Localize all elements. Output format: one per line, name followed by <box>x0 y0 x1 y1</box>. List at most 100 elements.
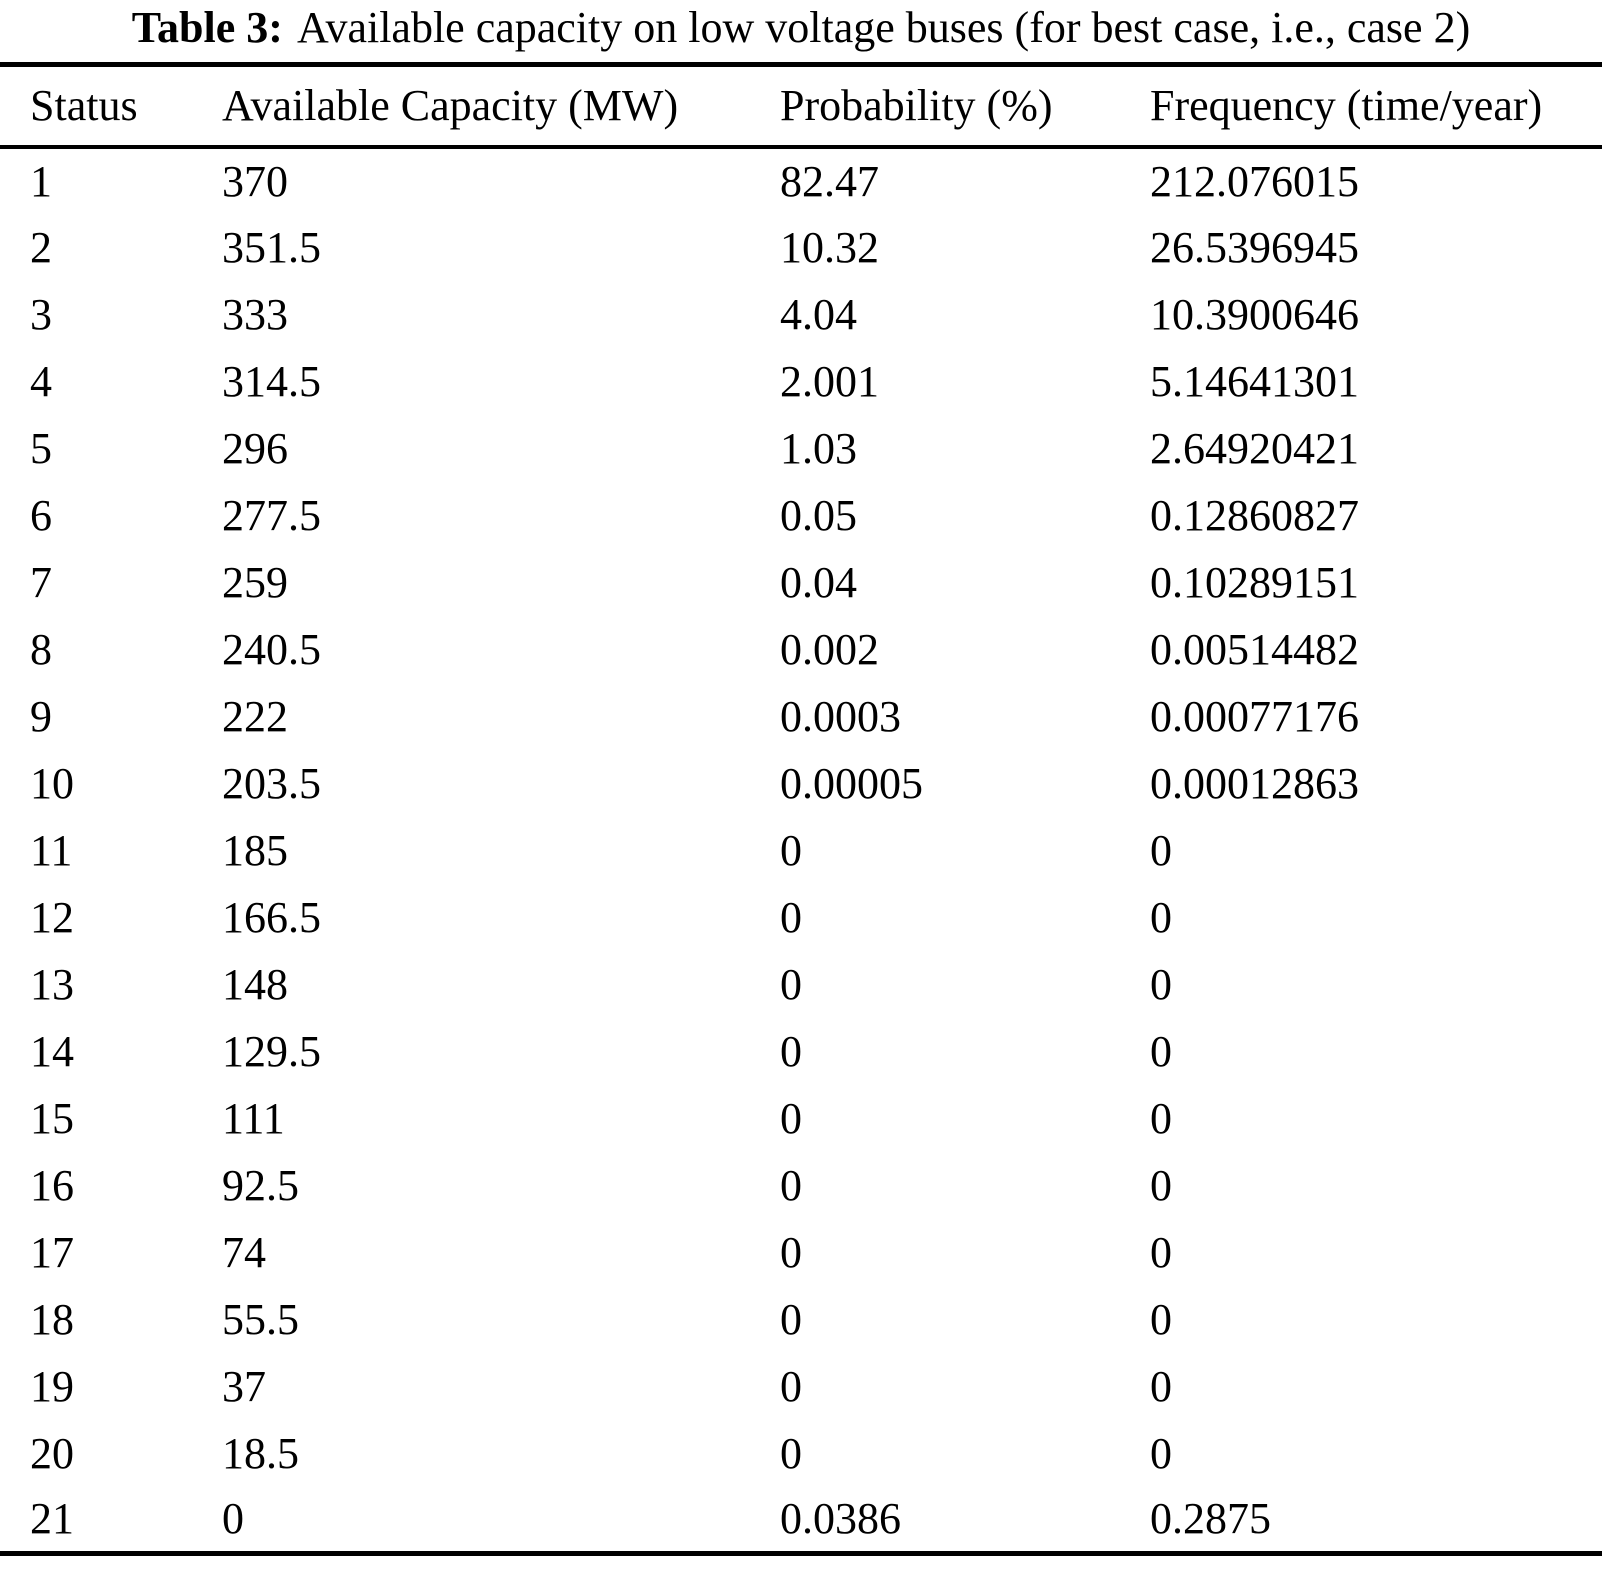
table-cell: 8 <box>30 624 52 674</box>
table-cell: 6 <box>30 490 52 540</box>
table-cell: 0 <box>780 825 802 875</box>
table-cell: 18.5 <box>222 1428 299 1478</box>
table-cell: 0 <box>1150 1361 1172 1411</box>
table-cell: 3 <box>30 289 52 339</box>
table-cell: 333 <box>222 289 288 339</box>
table-cell: 222 <box>222 691 288 741</box>
table-cell: 166.5 <box>222 892 321 942</box>
table-cell: 0.00005 <box>780 758 923 808</box>
table-cell: 11 <box>30 825 73 875</box>
table-cell: 0 <box>1150 825 1172 875</box>
table-cell: 0.05 <box>780 490 857 540</box>
table-cell: 0.00012863 <box>1150 758 1359 808</box>
table-cell: 111 <box>222 1093 285 1143</box>
table-row: 21 0 0.0386 0.2875 <box>0 1487 1602 1554</box>
table-cell: 0 <box>1150 892 1172 942</box>
table-cell: 10 <box>30 758 74 808</box>
table-row: 17 74 0 0 <box>0 1219 1602 1286</box>
column-header-available-capacity: Available Capacity (MW) <box>222 64 780 149</box>
table-row: 5 296 1.03 2.64920421 <box>0 415 1602 482</box>
table-cell: 351.5 <box>222 222 321 272</box>
table-cell: 0 <box>780 1227 802 1277</box>
table-cell: 9 <box>30 691 52 741</box>
table-cell: 21 <box>30 1494 74 1544</box>
table-cell: 0 <box>1150 1227 1172 1277</box>
table-row: 16 92.5 0 0 <box>0 1152 1602 1219</box>
table-cell: 0.10289151 <box>1150 557 1359 607</box>
table-cell: 0 <box>780 959 802 1009</box>
table-cell: 129.5 <box>222 1026 321 1076</box>
table-cell: 10.3900646 <box>1150 289 1359 339</box>
table-cell: 212.076015 <box>1150 156 1359 206</box>
table-cell: 7 <box>30 557 52 607</box>
table-cell: 4.04 <box>780 289 857 339</box>
table-cell: 12 <box>30 892 74 942</box>
table-cell: 0.0386 <box>780 1494 901 1544</box>
table-row: 14 129.5 0 0 <box>0 1018 1602 1085</box>
table-cell: 26.5396945 <box>1150 222 1359 272</box>
table-cell: 0 <box>1150 1294 1172 1344</box>
table-cell: 15 <box>30 1093 74 1143</box>
table-cell: 185 <box>222 825 288 875</box>
table-cell: 17 <box>30 1227 74 1277</box>
table-cell: 18 <box>30 1294 74 1344</box>
table-cell: 5.14641301 <box>1150 356 1359 406</box>
table-row: 20 18.5 0 0 <box>0 1420 1602 1487</box>
table-cell: 20 <box>30 1428 74 1478</box>
table-cell: 0.0003 <box>780 691 901 741</box>
table-row: 18 55.5 0 0 <box>0 1286 1602 1353</box>
table-cell: 1.03 <box>780 423 857 473</box>
table-cell: 10.32 <box>780 222 879 272</box>
table-row: 2 351.5 10.32 26.5396945 <box>0 214 1602 281</box>
table-cell: 0 <box>1150 1093 1172 1143</box>
table-cell: 2.64920421 <box>1150 423 1359 473</box>
table-cell: 74 <box>222 1227 266 1277</box>
table-cell: 14 <box>30 1026 74 1076</box>
table-cell: 4 <box>30 356 52 406</box>
table-cell: 277.5 <box>222 490 321 540</box>
table-caption-label: Table 3: <box>131 3 283 52</box>
table-cell: 240.5 <box>222 624 321 674</box>
table-header-row: Status Available Capacity (MW) Probabili… <box>0 64 1602 149</box>
table-cell: 0 <box>780 892 802 942</box>
table-cell: 0 <box>1150 959 1172 1009</box>
table-cell: 0.04 <box>780 557 857 607</box>
table-cell: 0.2875 <box>1150 1494 1271 1544</box>
table-cell: 0 <box>1150 1428 1172 1478</box>
table-row: 8 240.5 0.002 0.00514482 <box>0 616 1602 683</box>
table-cell: 0 <box>780 1160 802 1210</box>
table-cell: 0 <box>780 1428 802 1478</box>
table-row: 3 333 4.04 10.3900646 <box>0 281 1602 348</box>
table-cell: 0 <box>780 1361 802 1411</box>
table-cell: 16 <box>30 1160 74 1210</box>
table-cell: 13 <box>30 959 74 1009</box>
table-caption: Table 3: Available capacity on low voltag… <box>0 0 1602 62</box>
table-cell: 0 <box>1150 1160 1172 1210</box>
table-cell: 314.5 <box>222 356 321 406</box>
table-cell: 82.47 <box>780 156 879 206</box>
table-cell: 0.00514482 <box>1150 624 1359 674</box>
column-header-frequency: Frequency (time/year) <box>1150 64 1602 149</box>
table-cell: 2.001 <box>780 356 879 406</box>
table-cell: 0.00077176 <box>1150 691 1359 741</box>
table-caption-text: Available capacity on low voltage buses … <box>296 3 1471 52</box>
table-body: 1 3 7 0 82.47 212.076015 2 351.5 10.32 26.5396945… <box>0 147 1602 1554</box>
table-cell: 37 <box>222 1361 266 1411</box>
table-row: 1 370 82.47 212.076015 <box>0 147 1602 214</box>
table-cell: 2 <box>30 222 52 272</box>
table-row: 10 203.5 0.00005 0.00012863 <box>0 750 1602 817</box>
table-row: 12 166.5 0 0 <box>0 884 1602 951</box>
table-cell: 148 <box>222 959 288 1009</box>
table-row: 19 37 0 0 <box>0 1353 1602 1420</box>
table-row: 7 259 0.04 0.10289151 <box>0 549 1602 616</box>
table-row: 9 222 0.0003 0.00077176 <box>0 683 1602 750</box>
table-cell: 259 <box>222 557 288 607</box>
table-cell: 296 <box>222 423 288 473</box>
table-cell: 55.5 <box>222 1294 299 1344</box>
table-cell: 0 <box>780 1294 802 1344</box>
table-cell: 19 <box>30 1361 74 1411</box>
table-cell: 0.002 <box>780 624 879 674</box>
column-header-status: Status <box>0 64 222 149</box>
table-cell: 0 <box>1150 1026 1172 1076</box>
table-cell: 0.12860827 <box>1150 490 1359 540</box>
